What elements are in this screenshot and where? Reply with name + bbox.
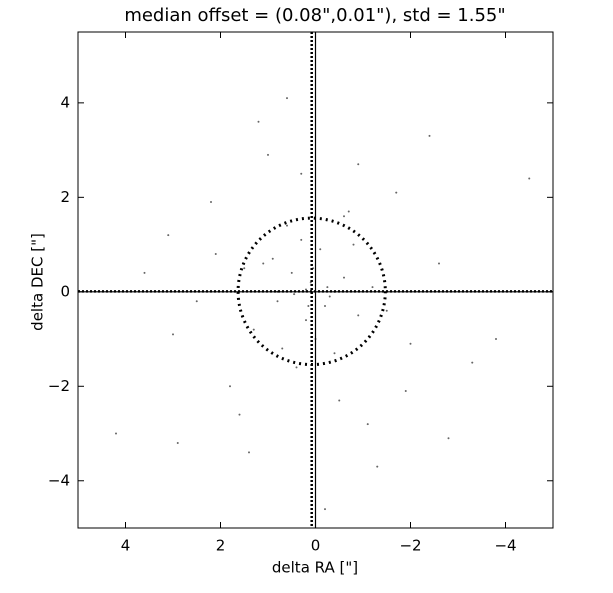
x-tick-label: −4 [494, 537, 516, 555]
point [293, 293, 296, 296]
point [290, 271, 293, 274]
x-tick-label: 4 [121, 537, 131, 555]
point [319, 248, 322, 251]
point [366, 423, 369, 426]
point [300, 238, 303, 241]
point [267, 153, 269, 156]
point [438, 262, 440, 265]
point [257, 120, 260, 123]
point [276, 300, 279, 303]
x-axis-label: delta RA ["] [272, 559, 358, 577]
point [305, 319, 307, 322]
point [143, 271, 146, 274]
point [328, 295, 331, 298]
point [376, 465, 379, 468]
point [338, 399, 341, 402]
point [352, 243, 355, 246]
point [286, 97, 288, 100]
point [404, 390, 407, 393]
point [347, 210, 350, 213]
point [262, 262, 265, 265]
point [238, 413, 241, 416]
point [409, 342, 412, 345]
point [357, 314, 360, 317]
point [281, 347, 284, 350]
point [210, 201, 212, 204]
point [343, 276, 345, 279]
y-axis-label: delta DEC ["] [29, 233, 47, 331]
point [428, 134, 431, 137]
x-tick-label: 0 [311, 537, 321, 555]
y-tick-label: −2 [48, 377, 70, 395]
y-tick-label: 4 [60, 93, 70, 111]
point [248, 451, 250, 454]
point [447, 437, 450, 440]
point [385, 309, 388, 312]
y-tick-label: 2 [60, 188, 70, 206]
point [172, 333, 174, 336]
point [324, 304, 326, 307]
point [333, 352, 336, 355]
point [115, 432, 117, 435]
point [343, 215, 345, 218]
point [271, 257, 274, 260]
point [357, 163, 360, 166]
point [326, 286, 329, 289]
point [495, 338, 497, 341]
point [307, 304, 310, 307]
x-tick-label: 2 [216, 537, 226, 555]
point [295, 366, 298, 369]
point [286, 224, 288, 227]
point [214, 253, 217, 256]
point [195, 300, 198, 303]
point [167, 234, 170, 237]
point [229, 385, 231, 388]
y-tick-label: −4 [48, 471, 70, 489]
point [528, 177, 531, 180]
point [371, 286, 374, 289]
point [176, 441, 179, 444]
y-tick-label: 0 [60, 282, 70, 300]
point [324, 508, 326, 511]
point [252, 328, 255, 331]
point [300, 172, 303, 175]
x-tick-label: −2 [399, 537, 421, 555]
point [305, 288, 307, 291]
std-circle [236, 216, 387, 367]
chart-title: median offset = (0.08",0.01"), std = 1.5… [124, 5, 505, 26]
point [395, 191, 398, 194]
point [243, 267, 246, 270]
point [471, 361, 474, 364]
